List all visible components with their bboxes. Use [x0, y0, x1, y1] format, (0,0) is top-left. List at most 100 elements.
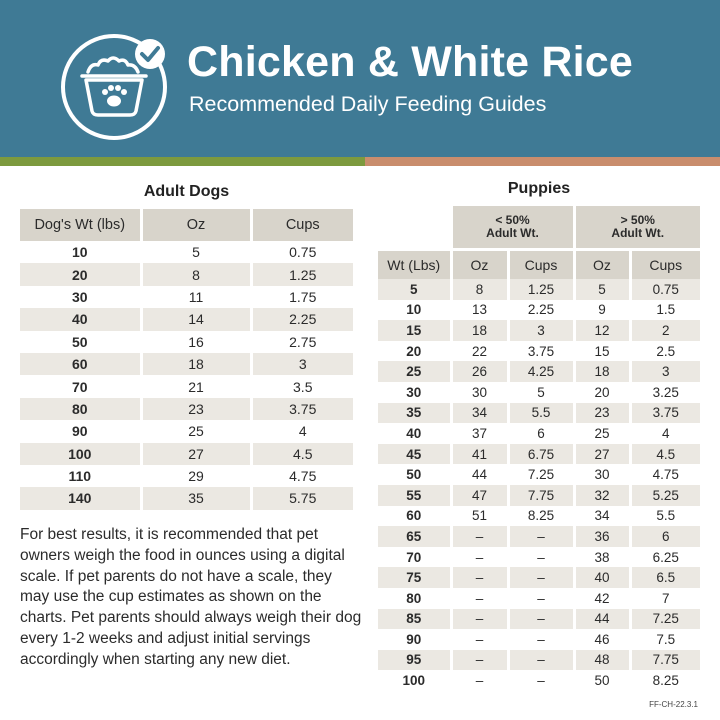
page-subtitle: Recommended Daily Feeding Guides: [189, 92, 547, 116]
table-row: 45 41 6.75 27 4.5: [378, 443, 700, 465]
table-cell: –: [508, 526, 576, 547]
table-cell: 90: [20, 420, 143, 443]
table-row: 100 27 4.5: [20, 442, 353, 465]
table-row: 70– –38 6.25: [378, 546, 700, 568]
table-cell: 3: [508, 320, 576, 341]
table-cell: –: [508, 629, 576, 650]
table-cell: 8.25: [630, 670, 700, 691]
group-label-line2: Adult Wt.: [486, 225, 539, 240]
table-cell: –: [508, 567, 576, 588]
puppy-header-oz-over: Oz: [574, 249, 632, 279]
table-row: 40 37 6 25 4: [378, 423, 700, 444]
table-cell: 7: [630, 587, 700, 609]
puppy-header-cups-over: Cups: [630, 249, 700, 279]
product-code: FF-CH-22.3.1: [649, 700, 698, 709]
table-row: 50 44 7.25 30 4.75: [378, 464, 700, 485]
table-row: 25 26 4.25 18 3: [378, 361, 700, 382]
table-cell: 3.5: [251, 375, 353, 398]
table-cell: 40: [378, 423, 453, 444]
table-cell: –: [451, 629, 510, 650]
table-cell: 50: [20, 330, 143, 353]
table-cell: 20: [574, 381, 632, 403]
table-cell: 48: [574, 649, 632, 671]
table-cell: 2: [630, 320, 700, 341]
table-cell: 4.75: [630, 464, 700, 485]
puppy-group-header: < 50% Adult Wt. > 50% Adult Wt.: [378, 206, 700, 251]
table-cell: 60: [378, 505, 453, 527]
accent-stripe-green: [0, 157, 365, 166]
table-row: 35 34 5.5 23 3.75: [378, 402, 700, 424]
puppy-header-cups-under: Cups: [508, 249, 576, 279]
table-cell: 50: [574, 670, 632, 691]
table-cell: 4.25: [508, 361, 576, 382]
table-cell: 1.25: [251, 263, 353, 286]
table-cell: 40: [20, 308, 143, 331]
puppy-feeding-table: < 50% Adult Wt. > 50% Adult Wt. Wt (Lbs)…: [378, 206, 700, 691]
puppy-header-weight: Wt (Lbs): [378, 249, 453, 279]
table-cell: 100: [20, 442, 143, 465]
table-row: 50 16 2.75: [20, 330, 353, 353]
table-cell: 15: [574, 340, 632, 362]
table-row: 110 29 4.75: [20, 464, 353, 488]
table-cell: 20: [20, 263, 143, 286]
adult-header-oz: Oz: [141, 209, 253, 241]
table-row: 30 11 1.75: [20, 285, 353, 309]
table-cell: 29: [141, 464, 253, 488]
table-cell: 10: [378, 299, 453, 321]
dog-food-bowl-check-icon: [61, 34, 167, 140]
table-cell: 35: [378, 402, 453, 424]
table-cell: 27: [141, 442, 253, 465]
adult-feeding-table: Dog's Wt (lbs) Oz Cups 10 5 0.75 20 8 1.25 30 1…: [20, 209, 353, 510]
table-cell: 16: [141, 330, 253, 353]
table-cell: –: [451, 670, 510, 691]
table-cell: 32: [574, 484, 632, 506]
table-cell: 7.25: [630, 608, 700, 630]
table-row: 65– –36 6: [378, 526, 700, 547]
puppy-table-header: Wt (Lbs) Oz Cups Oz Cups: [378, 249, 700, 279]
table-row: 60 51 8.25 34 5.5: [378, 505, 700, 527]
table-cell: 65: [378, 526, 453, 547]
table-cell: 3: [630, 361, 700, 382]
table-cell: 12: [574, 320, 632, 341]
table-cell: 47: [451, 484, 510, 506]
puppies-title: Puppies: [507, 180, 571, 197]
table-cell: 70: [20, 375, 143, 398]
table-cell: 0.75: [630, 279, 700, 300]
table-cell: –: [508, 670, 576, 691]
table-cell: –: [451, 608, 510, 630]
table-cell: 2.75: [251, 330, 353, 353]
table-cell: 34: [574, 505, 632, 527]
table-cell: 6: [630, 526, 700, 547]
table-cell: 7.75: [508, 484, 576, 506]
table-cell: 25: [378, 361, 453, 382]
table-cell: 5: [508, 381, 576, 403]
table-row: 80 23 3.75: [20, 397, 353, 421]
table-cell: 20: [378, 340, 453, 362]
table-cell: 42: [574, 587, 632, 609]
table-cell: 6.5: [630, 567, 700, 588]
table-row: 30 30 5 20 3.25: [378, 381, 700, 403]
table-cell: 18: [451, 320, 510, 341]
table-cell: 44: [574, 608, 632, 630]
table-cell: 23: [141, 397, 253, 421]
table-cell: 70: [378, 546, 453, 568]
table-cell: 3.75: [508, 340, 576, 362]
puppy-header-oz-under: Oz: [451, 249, 510, 279]
adult-dogs-title: Adult Dogs: [143, 183, 230, 200]
table-cell: 21: [141, 375, 253, 398]
adult-table-header: Dog's Wt (lbs) Oz Cups: [20, 209, 353, 241]
table-cell: 60: [20, 352, 143, 376]
table-cell: 6: [508, 423, 576, 444]
table-row: 55 47 7.75 32 5.25: [378, 484, 700, 506]
table-cell: 85: [378, 608, 453, 630]
page-title: Chicken & White Rice: [187, 38, 634, 86]
accent-stripe-tan: [365, 157, 720, 166]
table-row: 5 8 1.25 5 0.75: [378, 279, 700, 300]
table-cell: 5.5: [630, 505, 700, 527]
table-cell: 40: [574, 567, 632, 588]
table-cell: 7.75: [630, 649, 700, 671]
table-cell: 15: [378, 320, 453, 341]
table-cell: 36: [574, 526, 632, 547]
table-cell: 14: [141, 308, 253, 331]
table-cell: 8.25: [508, 505, 576, 527]
